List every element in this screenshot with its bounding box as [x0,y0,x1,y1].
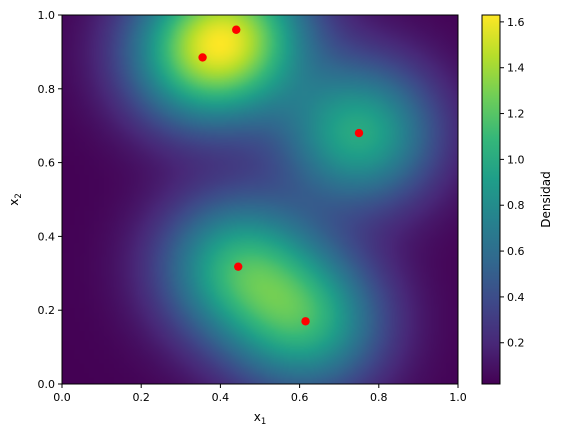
colorbar-tick-label: 0.2 [507,337,525,350]
colorbar-ticks: 0.2 0.4 0.6 0.8 1.0 1.2 1.4 1.6 [500,16,525,350]
y-tick-label: 0.2 [38,304,56,317]
colorbar-tick-label: 0.8 [507,199,525,212]
sample-point [232,25,241,34]
x-tick-label: 1.0 [449,391,467,404]
x-axis-label: x1 [254,410,267,427]
sample-points [198,25,364,326]
x-tick-label: 0.8 [370,391,388,404]
colorbar [481,14,501,385]
y-tick-label: 0.4 [38,230,56,243]
x-tick-label: 0.0 [53,391,71,404]
colorbar-label: Densidad [539,171,553,227]
y-axis-label: x2 [7,193,24,206]
y-tick-label: 1.0 [38,9,56,22]
y-axis-ticks: 0.0 0.2 0.4 0.6 0.8 1.0 [38,9,62,391]
y-tick-label: 0.6 [38,157,56,170]
y-tick-label: 0.8 [38,83,56,96]
sample-point [354,128,364,138]
sample-point [234,262,243,271]
plot-frame [61,14,459,385]
sample-point [198,53,207,62]
x-tick-label: 0.4 [212,391,230,404]
colorbar-tick-label: 0.4 [507,291,525,304]
colorbar-tick-label: 1.6 [507,16,525,29]
colorbar-tick-label: 0.6 [507,245,525,258]
x-tick-label: 0.6 [291,391,309,404]
x-tick-label: 0.2 [132,391,150,404]
colorbar-tick-label: 1.0 [507,153,525,166]
colorbar-tick-label: 1.4 [507,62,525,75]
x-axis-ticks: 0.0 0.2 0.4 0.6 0.8 1.0 [53,384,467,404]
sample-point [301,317,310,326]
density-heatmap [62,15,458,384]
y-tick-label: 0.0 [38,378,56,391]
colorbar-tick-label: 1.2 [507,108,525,121]
